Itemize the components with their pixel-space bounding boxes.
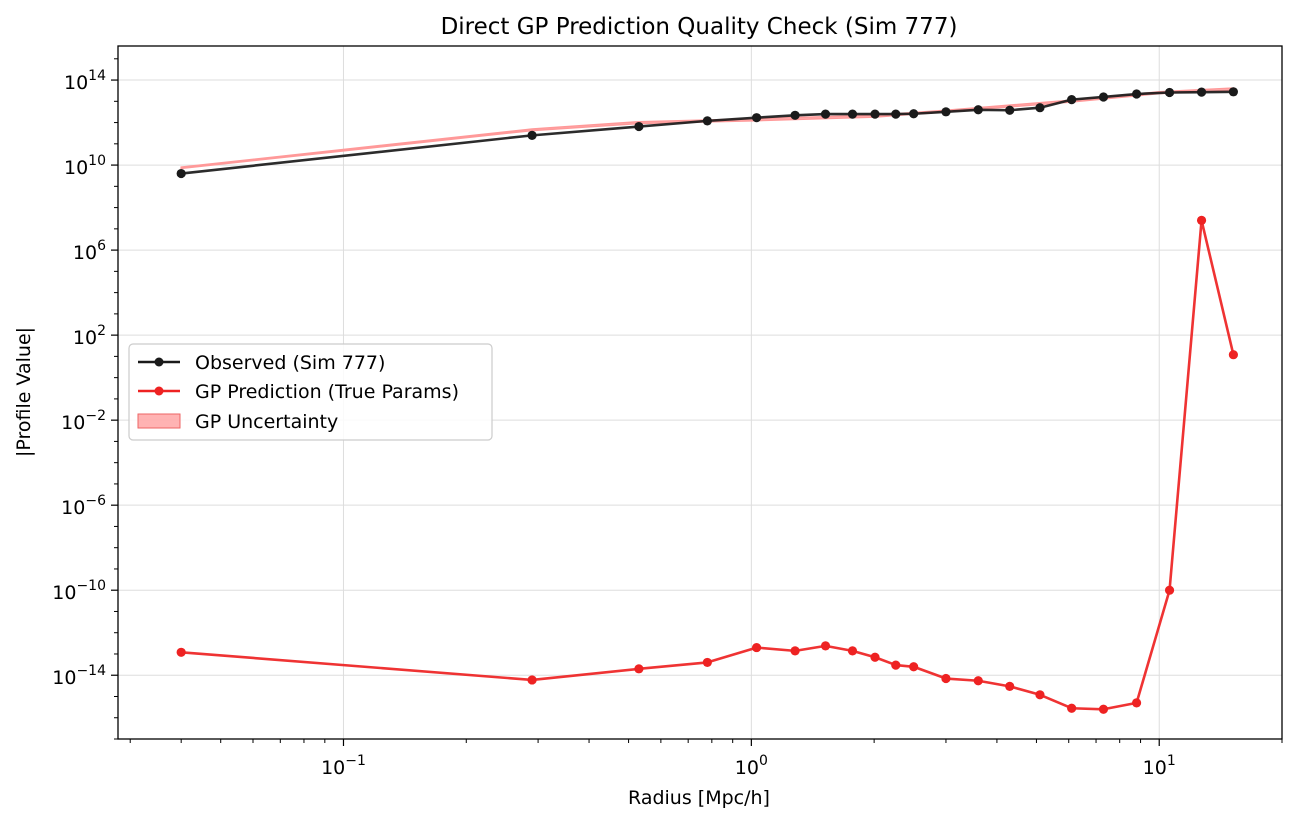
y-axis-title: |Profile Value| (13, 327, 35, 457)
y-tick-label: 1014 (64, 68, 106, 94)
y-tick-base: 10 (61, 497, 85, 519)
legend-item-gp-uncertainty: GP Uncertainty (137, 411, 338, 433)
y-tick-exponent: 6 (97, 238, 106, 254)
data-point-gp-prediction (1067, 703, 1077, 713)
data-point-gp-prediction (1035, 690, 1045, 700)
data-point-observed (702, 116, 712, 126)
x-tick-exponent: 1 (1167, 753, 1176, 769)
y-tick-base: 10 (73, 327, 97, 349)
legend-marker-observed (154, 357, 164, 367)
data-point-observed (527, 130, 537, 140)
data-point-gp-prediction (1131, 698, 1142, 708)
y-tick-label: 102 (73, 323, 106, 349)
data-point-observed (1196, 87, 1207, 97)
legend-label-gp-uncertainty: GP Uncertainty (195, 411, 338, 433)
y-tick-base: 10 (73, 242, 97, 264)
data-point-observed (1035, 103, 1045, 113)
data-point-observed (941, 107, 951, 117)
data-point-observed (1164, 87, 1175, 98)
data-point-gp-prediction (1196, 215, 1207, 225)
y-tick-exponent: 2 (97, 323, 106, 339)
series-line-gp-prediction (181, 219, 1235, 711)
data-point-gp-prediction (820, 641, 831, 651)
data-point-gp-prediction (847, 646, 858, 656)
y-tick-base: 10 (52, 667, 76, 689)
y-tick-exponent: −10 (76, 578, 106, 594)
y-tick-base: 10 (61, 412, 85, 434)
y-tick-label: 1010 (64, 153, 106, 179)
legend-item-gp-prediction: GP Prediction (True Params) (138, 381, 459, 403)
y-tick-exponent: 14 (88, 68, 106, 84)
y-tick-base: 10 (52, 582, 76, 604)
legend-label-gp-prediction: GP Prediction (True Params) (195, 381, 459, 403)
data-point-observed (1131, 89, 1142, 99)
y-tick-label: 10−10 (52, 578, 106, 604)
plot-frame (117, 45, 1283, 740)
data-point-observed (790, 110, 800, 120)
data-point-observed (1228, 87, 1238, 97)
x-tick-label: 100 (735, 753, 768, 779)
data-point-gp-prediction (634, 664, 644, 674)
y-tick-label: 106 (73, 238, 106, 264)
y-tick-label: 10−14 (52, 663, 106, 689)
legend: Observed (Sim 777) GP Prediction (True P… (128, 343, 493, 441)
y-tick-base: 10 (64, 72, 88, 94)
data-point-gp-prediction (527, 675, 537, 685)
grid-layer (118, 46, 1282, 739)
data-point-gp-prediction (751, 642, 762, 653)
data-point-gp-prediction (1005, 681, 1015, 691)
legend-swatch-gp-uncertainty (137, 413, 181, 429)
data-point-observed (1067, 95, 1077, 105)
data-point-observed (891, 109, 901, 119)
x-axis-title: Radius [Mpc/h] (628, 787, 770, 809)
data-point-gp-prediction (891, 660, 901, 670)
data-point-gp-prediction (790, 646, 800, 656)
data-point-observed (634, 121, 644, 132)
y-tick-base: 10 (64, 157, 88, 179)
legend-label-observed: Observed (Sim 777) (195, 352, 385, 374)
data-point-observed (751, 113, 762, 123)
data-point-observed (176, 168, 186, 179)
y-tick-exponent: 10 (88, 153, 106, 169)
data-point-observed (820, 109, 831, 119)
data-point-observed (909, 109, 919, 119)
data-point-gp-prediction (702, 657, 712, 668)
series-line-observed (181, 90, 1234, 175)
data-point-gp-prediction (1098, 704, 1109, 714)
legend-box (128, 343, 493, 441)
data-point-gp-prediction (176, 647, 186, 657)
x-tick-label: 101 (1143, 753, 1176, 779)
data-point-gp-prediction (870, 652, 880, 662)
legend-item-observed: Observed (Sim 777) (138, 352, 385, 374)
y-tick-label: 10−2 (61, 408, 106, 434)
data-point-observed (870, 109, 880, 119)
y-tick-exponent: −14 (76, 663, 106, 679)
series-layer (176, 87, 1238, 714)
y-tick-exponent: −2 (85, 408, 106, 424)
legend-marker-gp-prediction (154, 386, 164, 396)
data-point-gp-prediction (909, 662, 919, 672)
x-tick-exponent: −1 (345, 753, 366, 769)
data-point-observed (1005, 105, 1015, 115)
y-tick-exponent: −6 (85, 493, 106, 509)
data-point-gp-prediction (973, 676, 983, 686)
chart-title: Direct GP Prediction Quality Check (Sim … (441, 14, 958, 40)
y-tick-label: 10−6 (61, 493, 106, 519)
data-point-observed (847, 109, 858, 119)
x-tick-label: 10−1 (321, 753, 366, 779)
data-point-observed (973, 105, 983, 115)
data-point-gp-prediction (941, 673, 951, 684)
data-point-observed (1098, 92, 1109, 102)
data-point-gp-prediction (1164, 585, 1175, 595)
x-tick-exponent: 0 (759, 753, 768, 769)
ticks-layer: 10−1 100 1011014101010610210−210−610−1010−… (52, 58, 1283, 779)
data-point-gp-prediction (1228, 350, 1238, 360)
